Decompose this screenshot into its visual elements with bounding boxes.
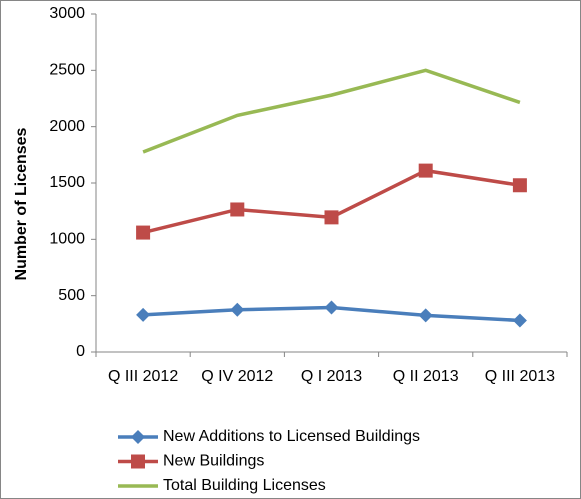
marker bbox=[230, 302, 245, 317]
x-tick-label: Q III 2012 bbox=[108, 368, 178, 385]
legend-label: Total Building Licenses bbox=[163, 477, 326, 494]
y-tick-label: 0 bbox=[76, 343, 85, 360]
y-axis-title: Number of Licenses bbox=[13, 127, 30, 280]
marker bbox=[230, 202, 245, 217]
x-tick-label: Q II 2013 bbox=[393, 368, 459, 385]
marker bbox=[136, 307, 151, 322]
marker bbox=[512, 178, 527, 193]
y-tick-label: 2500 bbox=[49, 62, 85, 79]
marker bbox=[324, 300, 339, 315]
y-tick-label: 500 bbox=[58, 287, 85, 304]
x-tick-label: Q I 2013 bbox=[301, 368, 362, 385]
marker bbox=[512, 313, 527, 328]
y-tick-label: 1500 bbox=[49, 174, 85, 191]
marker bbox=[131, 430, 145, 444]
legend-label: New Buildings bbox=[163, 453, 264, 470]
marker bbox=[418, 163, 433, 178]
marker bbox=[136, 225, 151, 240]
marker bbox=[418, 308, 433, 323]
x-tick-label: Q III 2013 bbox=[485, 368, 555, 385]
series-line bbox=[142, 68, 521, 154]
x-tick-label: Q IV 2012 bbox=[201, 368, 273, 385]
y-tick-label: 3000 bbox=[49, 5, 85, 22]
y-tick-label: 1000 bbox=[49, 231, 85, 248]
legend-label: New Additions to Licensed Buildings bbox=[163, 428, 420, 445]
marker bbox=[131, 454, 145, 469]
marker bbox=[324, 210, 339, 225]
y-tick-label: 2000 bbox=[49, 118, 85, 135]
